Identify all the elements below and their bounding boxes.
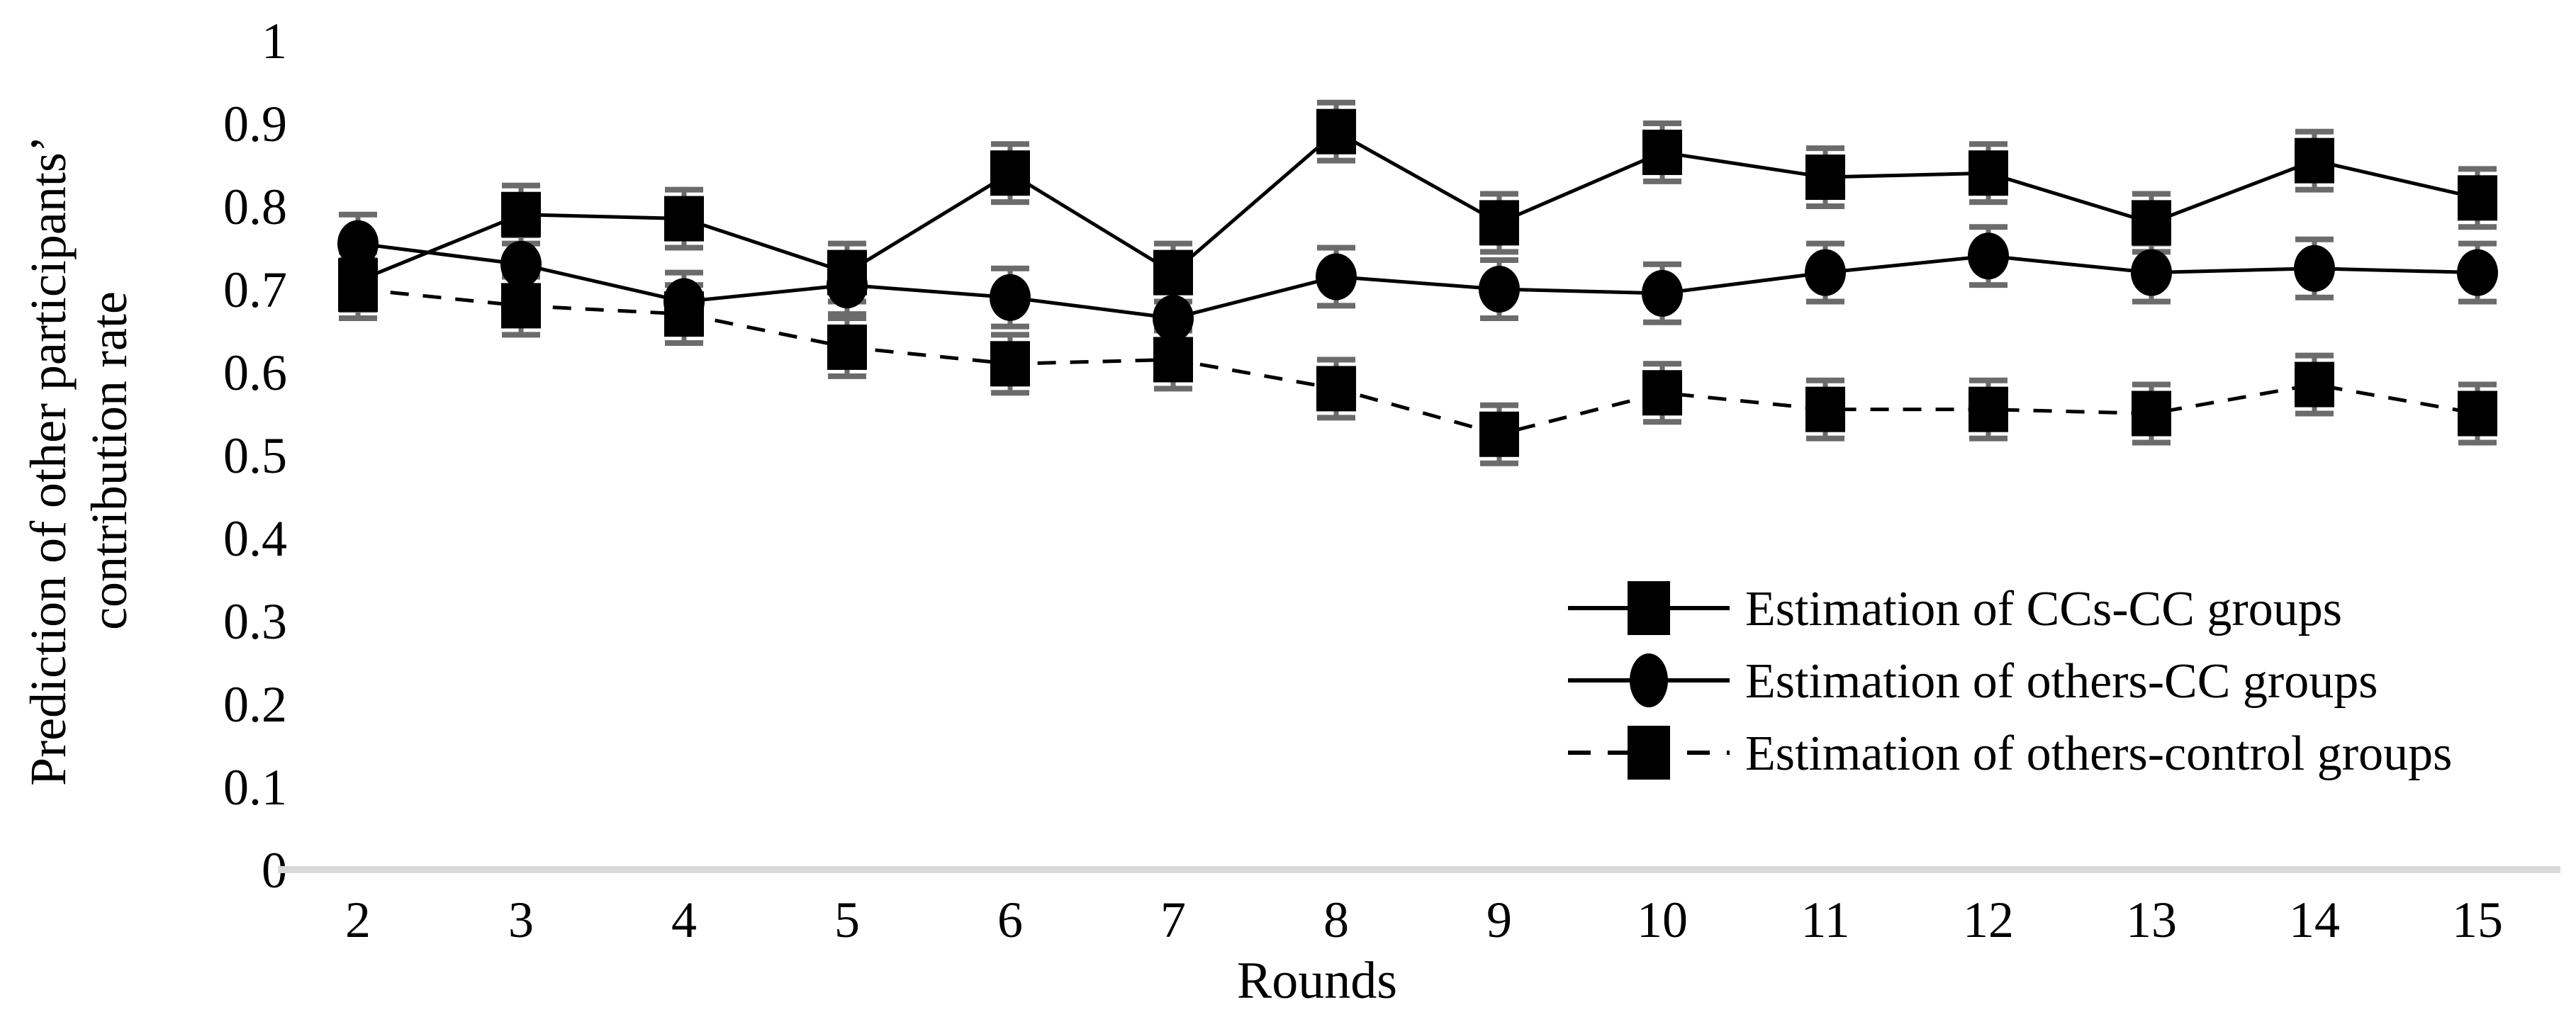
x-tick-label: 5 — [834, 892, 860, 948]
data-point-square — [1805, 155, 1845, 201]
data-point-square — [2295, 361, 2334, 408]
data-point-square — [1805, 386, 1845, 432]
data-point-circle — [500, 240, 542, 288]
data-point-square — [2295, 137, 2334, 184]
x-tick-label: 3 — [508, 892, 534, 948]
data-point-square — [1642, 129, 1682, 175]
legend-label: Estimation of others-control groups — [1745, 726, 2452, 781]
y-tick-label: 0.3 — [223, 593, 287, 650]
data-point-square — [1642, 370, 1682, 416]
legend-marker-square — [1628, 726, 1670, 780]
data-point-square — [1479, 411, 1519, 457]
y-tick-label: 0.7 — [223, 262, 287, 318]
series-line-1 — [357, 129, 2478, 283]
y-axis-title: Prediction of other participants’ contrib… — [20, 135, 138, 786]
legend-marker-circle — [1630, 653, 1668, 707]
data-point-square — [1316, 366, 1356, 412]
x-tick-label: 6 — [997, 892, 1023, 948]
data-point-circle — [827, 262, 868, 309]
y-tick-label: 1 — [262, 13, 287, 69]
y-axis-title-line: contribution rate — [81, 291, 138, 630]
x-tick-label: 14 — [2289, 892, 2340, 948]
x-tick-label: 4 — [671, 892, 697, 948]
series-line-2 — [357, 242, 2478, 320]
legend-label: Estimation of others-CC groups — [1745, 654, 2378, 709]
data-point-circle — [1642, 269, 1683, 317]
y-axis-title-line: Prediction of other participants’ — [20, 135, 77, 786]
data-point-circle — [2294, 245, 2335, 292]
y-axis-tick-labels: 00.10.20.30.40.50.60.70.80.91 — [223, 13, 287, 899]
x-axis-tick-labels: 2 3 4 5 6 7 8 9 10 11 12 13 14 15 — [345, 892, 2503, 948]
legend-label: Estimation of CCs-CC groups — [1745, 582, 2342, 636]
y-tick-label: 0.4 — [223, 510, 287, 567]
data-point-square — [2132, 391, 2171, 437]
data-point-square — [1479, 200, 1519, 246]
legend-item: Estimation of CCs-CC groups — [1568, 581, 2342, 636]
y-tick-label: 0.9 — [223, 96, 287, 152]
data-point-square — [827, 324, 867, 370]
x-tick-label: 13 — [2126, 892, 2177, 948]
legend-marker-square — [1628, 581, 1670, 635]
data-point-square — [338, 266, 378, 312]
data-point-circle — [1968, 232, 2009, 280]
y-tick-label: 0.6 — [223, 344, 287, 401]
data-point-square — [2132, 200, 2171, 246]
markers-layer — [337, 108, 2498, 457]
y-tick-label: 0.5 — [223, 427, 287, 484]
y-tick-label: 0.2 — [223, 676, 287, 733]
data-point-circle — [1805, 249, 1846, 296]
x-tick-label: 10 — [1637, 892, 1688, 948]
data-point-circle — [1153, 294, 1194, 342]
data-point-square — [1969, 150, 2008, 196]
data-point-circle — [2131, 249, 2172, 296]
data-point-circle — [337, 220, 379, 267]
x-axis-title: Rounds — [1237, 952, 1397, 1010]
data-point-square — [1153, 249, 1193, 296]
legend-item: Estimation of others-control groups — [1568, 726, 2452, 781]
data-point-square — [1969, 386, 2008, 432]
data-point-square — [990, 150, 1030, 196]
data-point-square — [1316, 108, 1356, 155]
data-point-square — [990, 341, 1030, 387]
x-tick-label: 2 — [345, 892, 371, 948]
x-tick-label: 8 — [1323, 892, 1349, 948]
data-point-circle — [1316, 253, 1357, 301]
y-tick-label: 0.8 — [223, 179, 287, 235]
data-point-square — [501, 283, 541, 329]
x-tick-label: 11 — [1801, 892, 1849, 948]
data-point-square — [1153, 337, 1193, 383]
legend-item: Estimation of others-CC groups — [1568, 653, 2378, 709]
x-tick-label: 15 — [2452, 892, 2503, 948]
data-point-circle — [1479, 266, 1520, 313]
y-tick-label: 0.1 — [223, 759, 287, 816]
x-tick-label: 7 — [1160, 892, 1186, 948]
data-point-square — [2458, 391, 2497, 437]
data-point-square — [664, 291, 704, 337]
legend: Estimation of CCs-CC groups Estimation of… — [1568, 581, 2452, 781]
x-tick-label: 12 — [1963, 892, 2014, 948]
data-point-circle — [2457, 249, 2498, 296]
data-point-square — [2458, 175, 2497, 221]
data-point-circle — [990, 274, 1031, 321]
series-lines-layer — [357, 129, 2478, 437]
data-point-square — [664, 196, 704, 242]
data-point-square — [501, 191, 541, 237]
x-tick-label: 9 — [1486, 892, 1512, 948]
x-axis-title: Rounds — [1237, 952, 1397, 1010]
